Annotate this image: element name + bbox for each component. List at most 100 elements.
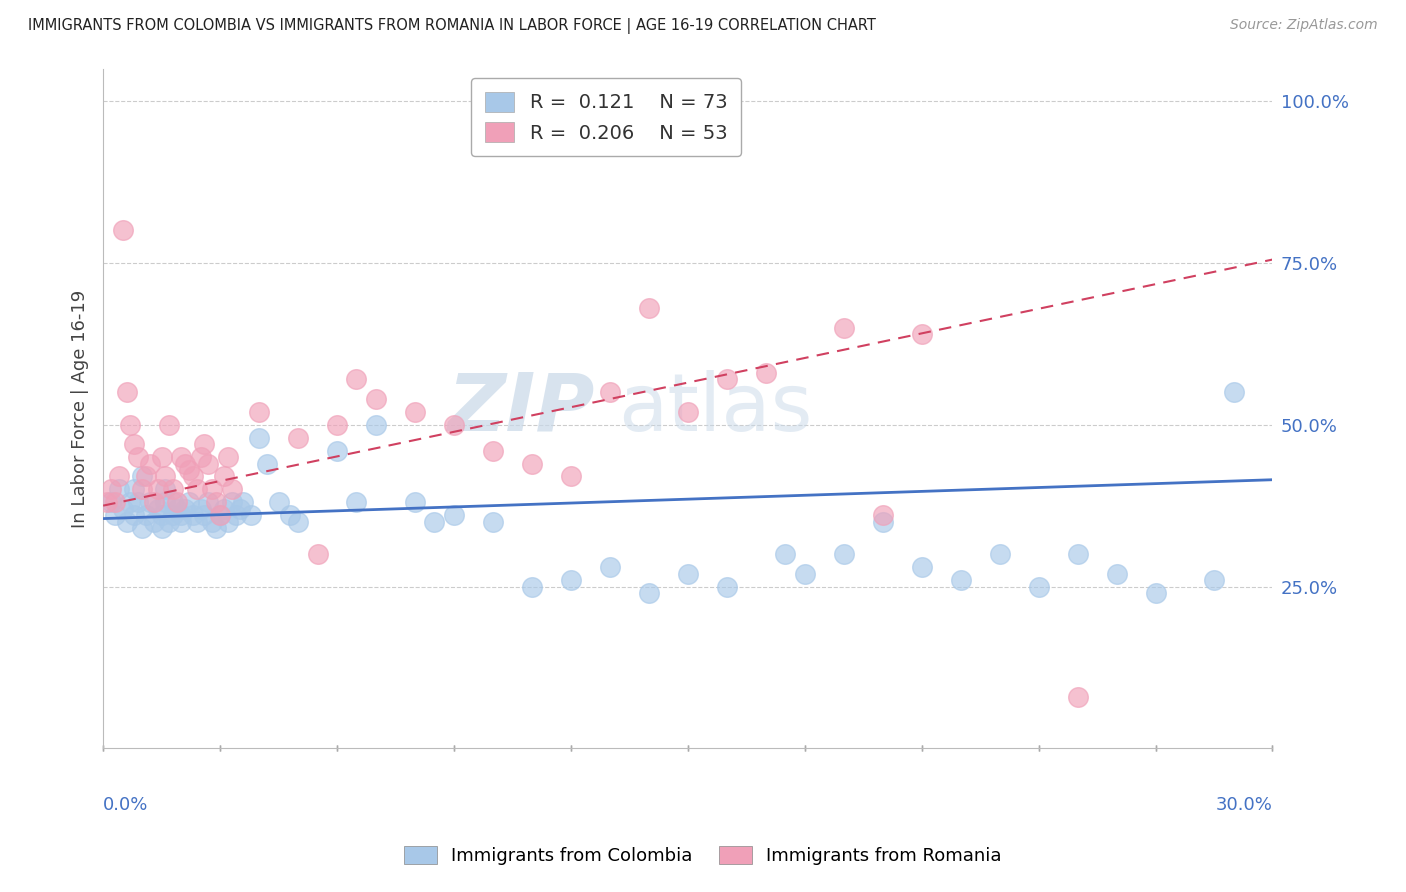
Point	[404, 495, 426, 509]
Point	[104, 495, 127, 509]
Point	[1066, 547, 1088, 561]
Point	[287, 431, 309, 445]
Point	[115, 385, 138, 400]
Point	[949, 573, 972, 587]
Text: Source: ZipAtlas.com: Source: ZipAtlas.com	[1230, 18, 1378, 32]
Point	[232, 495, 254, 509]
Point	[131, 483, 153, 497]
Point	[1066, 690, 1088, 704]
Point	[100, 483, 122, 497]
Point	[225, 508, 247, 523]
Point	[107, 483, 129, 497]
Point	[139, 457, 162, 471]
Text: IMMIGRANTS FROM COLOMBIA VS IMMIGRANTS FROM ROMANIA IN LABOR FORCE | AGE 16-19 C: IMMIGRANTS FROM COLOMBIA VS IMMIGRANTS F…	[28, 18, 876, 34]
Point	[240, 508, 263, 523]
Point	[201, 515, 224, 529]
Legend: Immigrants from Colombia, Immigrants from Romania: Immigrants from Colombia, Immigrants fro…	[395, 837, 1011, 874]
Point	[170, 450, 193, 464]
Point	[637, 586, 659, 600]
Point	[205, 495, 228, 509]
Point	[170, 515, 193, 529]
Point	[162, 508, 184, 523]
Point	[96, 495, 118, 509]
Point	[155, 495, 177, 509]
Point	[193, 508, 215, 523]
Point	[364, 417, 387, 432]
Point	[326, 443, 349, 458]
Point	[111, 501, 134, 516]
Point	[115, 515, 138, 529]
Point	[716, 372, 738, 386]
Point	[166, 495, 188, 509]
Point	[177, 463, 200, 477]
Point	[755, 366, 778, 380]
Point	[127, 450, 149, 464]
Point	[127, 495, 149, 509]
Point	[221, 483, 243, 497]
Point	[217, 515, 239, 529]
Point	[599, 560, 621, 574]
Point	[162, 483, 184, 497]
Point	[217, 450, 239, 464]
Point	[637, 301, 659, 315]
Point	[832, 320, 855, 334]
Point	[174, 457, 197, 471]
Legend: R =  0.121    N = 73, R =  0.206    N = 53: R = 0.121 N = 73, R = 0.206 N = 53	[471, 78, 741, 156]
Point	[326, 417, 349, 432]
Point	[209, 508, 232, 523]
Point	[209, 508, 232, 523]
Point	[201, 483, 224, 497]
Point	[872, 515, 894, 529]
Point	[177, 495, 200, 509]
Point	[186, 483, 208, 497]
Point	[346, 372, 368, 386]
Point	[716, 580, 738, 594]
Point	[443, 417, 465, 432]
Text: atlas: atlas	[617, 369, 813, 448]
Point	[228, 501, 250, 516]
Point	[193, 437, 215, 451]
Point	[107, 469, 129, 483]
Point	[988, 547, 1011, 561]
Point	[146, 483, 169, 497]
Point	[287, 515, 309, 529]
Point	[197, 495, 219, 509]
Point	[247, 431, 270, 445]
Text: ZIP: ZIP	[447, 369, 595, 448]
Point	[157, 417, 180, 432]
Point	[131, 469, 153, 483]
Point	[124, 483, 146, 497]
Text: 30.0%: 30.0%	[1216, 796, 1272, 814]
Point	[423, 515, 446, 529]
Point	[155, 483, 177, 497]
Point	[1105, 566, 1128, 581]
Point	[146, 501, 169, 516]
Point	[139, 495, 162, 509]
Point	[560, 469, 582, 483]
Point	[599, 385, 621, 400]
Point	[155, 469, 177, 483]
Point	[135, 469, 157, 483]
Point	[872, 508, 894, 523]
Point	[676, 405, 699, 419]
Point	[205, 521, 228, 535]
Point	[1202, 573, 1225, 587]
Point	[150, 508, 173, 523]
Point	[911, 560, 934, 574]
Text: 0.0%: 0.0%	[103, 796, 149, 814]
Point	[104, 508, 127, 523]
Point	[142, 515, 165, 529]
Point	[1222, 385, 1244, 400]
Point	[100, 495, 122, 509]
Point	[166, 501, 188, 516]
Point	[404, 405, 426, 419]
Point	[221, 495, 243, 509]
Point	[520, 580, 543, 594]
Point	[157, 515, 180, 529]
Point	[911, 326, 934, 341]
Point	[111, 223, 134, 237]
Point	[443, 508, 465, 523]
Point	[212, 501, 235, 516]
Point	[190, 450, 212, 464]
Point	[124, 508, 146, 523]
